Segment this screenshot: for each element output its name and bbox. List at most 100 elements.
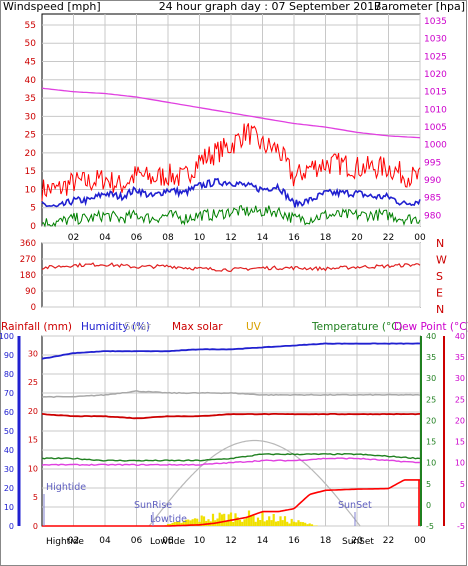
uv-bar <box>207 519 210 526</box>
wind-y-tick-label: 15 <box>25 167 36 177</box>
calm-series-line <box>41 204 421 228</box>
temperature-y-tick-label: 10 <box>426 459 436 468</box>
x-tick-label: 14 <box>257 536 269 546</box>
tide-axis-label-1: Hightide <box>46 537 84 547</box>
rain-y-tick-label: 25 <box>28 378 38 387</box>
hightide-annotation: Hightide <box>46 482 86 493</box>
legend-temperature: Temperature (°C) <box>311 321 403 333</box>
temperature-y-tick-label: 30 <box>426 374 436 383</box>
x-tick-label: 08 <box>162 233 174 243</box>
dewpoint-y-tick-label: 40 <box>455 332 465 341</box>
uv-bar <box>283 516 287 526</box>
temperature-y-tick-label: 20 <box>426 416 436 425</box>
uv-bar <box>232 522 235 526</box>
uv-bar <box>187 519 190 526</box>
uv-bar <box>196 518 199 526</box>
wind-y-tick-label: 30 <box>25 112 37 122</box>
wind-y-tick-label: 45 <box>25 58 36 68</box>
uv-bar <box>189 520 192 526</box>
barometer-y-tick-label: 1015 <box>424 88 447 98</box>
humidity-y-tick-label: 10 <box>4 503 14 512</box>
temperature-y-tick-label: 0 <box>426 501 431 510</box>
wind-panel-series <box>41 87 421 228</box>
uv-bar <box>295 522 298 526</box>
wind-y-tick-label: 10 <box>25 185 37 195</box>
dewpoint-y-tick-label: -5 <box>457 522 465 531</box>
legend-dewpoint: Dew Point (°C) <box>394 321 468 333</box>
x-tick-label: 16 <box>288 536 300 546</box>
graph-title: 24 hour graph day : 07 September 2017 <box>159 0 382 13</box>
wind-y-tick-label: 50 <box>25 39 37 49</box>
x-tick-label: 02 <box>68 536 79 546</box>
uv-bar <box>182 520 185 526</box>
uv-bar <box>272 514 275 526</box>
uv-bar <box>184 519 188 526</box>
max-solar-line <box>41 412 421 420</box>
uv-bar <box>178 521 181 526</box>
wind-y-tick-label: 55 <box>25 21 36 31</box>
rainfall-line <box>42 479 420 527</box>
panel3-legend: Rainfall (mm) Humidity (%) Solar Max sol… <box>1 321 468 333</box>
windspeed-axis-title: Windspeed [mph] <box>3 0 101 13</box>
uv-bar <box>277 521 280 526</box>
tide-axis-label-3: SunSet <box>342 537 374 547</box>
x-tick-label: 12 <box>225 233 236 243</box>
uv-bar <box>315 525 318 526</box>
climate-x-axis-ticks: 02 04 06 08 10 12 14 16 18 20 22 00 <box>68 536 426 546</box>
x-tick-label: 02 <box>68 233 79 243</box>
barometer-y-tick-label: 1035 <box>424 17 447 27</box>
uv-bar <box>308 523 311 526</box>
wind-y-axis-ticks: 0 5 10 15 20 25 30 35 40 45 50 55 <box>25 21 37 232</box>
rain-y-tick-label: 30 <box>28 349 38 358</box>
sunset-annotation: SunSet <box>338 500 372 511</box>
x-tick-label: 18 <box>320 536 332 546</box>
x-tick-label: 04 <box>99 233 111 243</box>
uv-bar <box>292 521 296 526</box>
uv-bar <box>180 522 183 526</box>
uv-bar <box>304 522 307 526</box>
barometer-y-tick-label: 1010 <box>424 105 447 115</box>
x-tick-label: 14 <box>257 233 269 243</box>
uv-bar <box>261 512 264 526</box>
compass-label: N <box>436 303 444 316</box>
barometer-y-tick-label: 980 <box>424 211 441 221</box>
uv-bar <box>241 521 244 526</box>
uv-bar <box>279 516 282 526</box>
temperature-y-tick-label: 35 <box>426 353 436 362</box>
uv-bar <box>198 521 201 526</box>
x-tick-label: 22 <box>383 233 394 243</box>
uv-bar <box>236 517 239 526</box>
legend-rainfall: Rainfall (mm) <box>1 321 72 333</box>
uv-bar <box>290 518 293 526</box>
uv-bar <box>218 512 221 526</box>
temperature-y-tick-label: -5 <box>426 522 434 531</box>
uv-bar <box>288 523 291 526</box>
wind-y-tick-label: 0 <box>30 222 36 232</box>
wind-direction-line <box>41 262 421 273</box>
uv-bar <box>191 519 194 526</box>
uv-bar <box>166 524 170 526</box>
humidity-line <box>41 342 421 360</box>
direction-panel-grid <box>42 242 421 308</box>
climate-panel-axes: 0102030405060708090100051015202530-50510… <box>0 332 465 531</box>
tide-sun-annotations: Hightide SunRise Lowtide SunSet Hightide… <box>43 482 374 547</box>
uv-bar <box>225 521 228 526</box>
uv-bar <box>299 521 302 526</box>
uv-bar <box>202 516 206 526</box>
temperature-y-tick-label: 25 <box>426 395 436 404</box>
compass-label: S <box>436 270 443 283</box>
x-tick-label: 08 <box>162 536 174 546</box>
dewpoint-line <box>41 457 421 467</box>
uv-bar <box>173 522 176 526</box>
barometer-y-tick-label: 1005 <box>424 123 447 133</box>
barometer-y-tick-label: 995 <box>424 158 441 168</box>
direction-y-axis-ticks: 0 90 180 270 360 <box>20 239 36 313</box>
uv-bar <box>250 515 253 526</box>
compass-label: N <box>436 237 444 250</box>
wind-y-tick-label: 20 <box>25 149 37 159</box>
x-tick-label: 18 <box>320 233 332 243</box>
uv-bar <box>200 515 203 526</box>
humidity-y-tick-label: 60 <box>4 408 14 417</box>
